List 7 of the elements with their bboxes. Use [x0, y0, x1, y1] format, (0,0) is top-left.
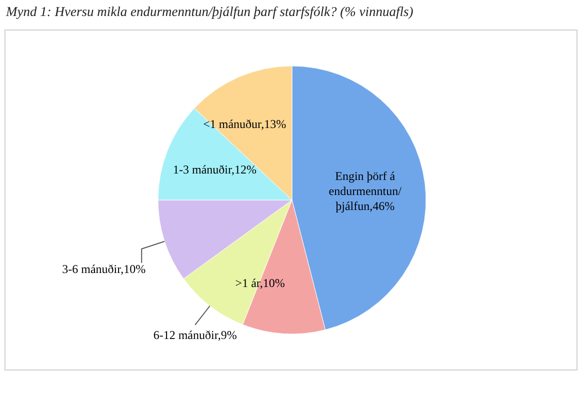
chart-title: Mynd 1: Hversu mikla endurmenntun/þjálfun þarf starfsfólk? (% vinnuafls)	[5, 4, 414, 19]
slice-label: >1 ár,10%	[235, 276, 285, 290]
slice-label: 3-6 mánuðir,10%	[62, 262, 146, 276]
slice-label: <1 mánuður,13%	[203, 116, 286, 131]
slice-label: 1-3 mánuðir,12%	[172, 162, 257, 176]
slice-label: Engin þörf á endurmenntun/þjálfun,46%	[328, 168, 402, 213]
slice-label: 6-12 mánuðir,9%	[153, 328, 237, 342]
